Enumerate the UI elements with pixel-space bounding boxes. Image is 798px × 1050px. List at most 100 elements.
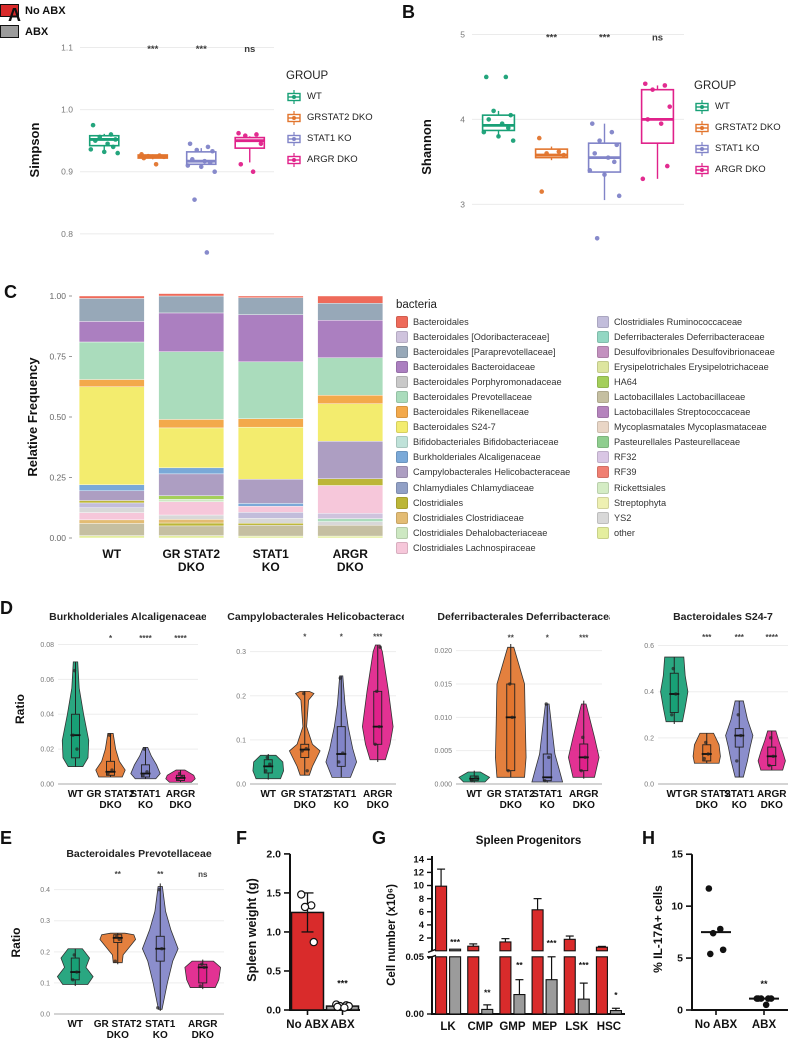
color-swatch-icon [597,451,609,464]
group-legend-item: GRSTAT2 DKO [694,117,781,138]
svg-text:WT: WT [102,547,121,561]
svg-text:0.4: 0.4 [40,887,50,894]
panel-letter-g: G [372,828,387,848]
bacteria-legend-item: Streptophyta [597,495,798,510]
svg-text:0.05: 0.05 [406,952,425,963]
group-legend-item: ARGR DKO [286,149,373,170]
bacteria-legend-label: YS2 [614,512,632,523]
bacteria-legend-label: Rickettsiales [614,482,666,493]
color-swatch-icon [396,541,408,554]
svg-text:Deferribacterales Deferribacte: Deferribacterales Deferribacteraceae [437,611,610,623]
bacteria-legend-item: Bacteroidales [396,314,597,329]
boxplot-glyph-icon [695,99,709,114]
svg-text:0.0: 0.0 [644,782,654,789]
svg-text:8: 8 [419,894,424,905]
svg-text:0.06: 0.06 [40,677,54,684]
bacteria-legend-label: other [614,527,635,538]
svg-text:***: *** [547,938,558,948]
svg-text:0.1: 0.1 [236,737,246,744]
svg-text:Simpson: Simpson [27,122,42,177]
svg-text:0.8: 0.8 [61,229,73,239]
svg-text:0.010: 0.010 [434,715,452,722]
panel-letter-b: B [402,2,415,22]
panel-letter-a: A [8,5,21,25]
svg-text:***: *** [735,633,745,642]
bacteria-legend-label: Bacteroidales Rikenellaceae [413,407,529,418]
bacteria-legend-item: Bacteroidales Rikenellaceae [396,405,597,420]
svg-text:**: ** [157,870,164,879]
svg-text:0.08: 0.08 [40,642,54,649]
svg-text:10: 10 [413,881,424,892]
bacteria-legend-label: RF39 [614,467,637,478]
svg-text:Campylobacterales Helicobacter: Campylobacterales Helicobacteraceae [227,611,404,623]
svg-text:1.0: 1.0 [61,105,73,115]
bacteria-legend-label: Chlamydiales Chlamydiaceae [413,482,535,493]
bacteria-legend-item: RF32 [597,450,798,465]
group-legend-label: ARGR DKO [307,154,358,165]
svg-text:**: ** [760,979,768,989]
group-legend-label: ARGR DKO [715,164,766,175]
svg-text:6: 6 [419,907,424,918]
svg-text:10: 10 [671,901,683,913]
svg-text:Shannon: Shannon [419,119,434,175]
svg-text:1.5: 1.5 [266,887,281,899]
svg-text:No ABX: No ABX [286,1019,329,1031]
svg-text:*: * [614,990,618,1000]
bacteria-legend-label: Lactobacillales Streptococcaceae [614,407,751,418]
panel-letter-f: F [236,828,247,848]
bacteria-legend-item: Burkholderiales Alcaligenaceae [396,450,597,465]
color-swatch-icon [597,345,609,358]
svg-text:1.1: 1.1 [61,43,73,53]
bacteria-legend-label: Bacteroidales [413,316,469,327]
bacteria-legend-item: Bacteroidales Bacteroidaceae [396,359,597,374]
group-legend-item: WT [286,86,373,107]
spleen-weight-bar-chart: 0.0 0.5 1.0 1.5 2.0 Spleen weight (g) No ABX AB… [244,836,364,1044]
svg-text:1.0: 1.0 [266,926,281,938]
boxplot-glyph-icon [695,141,709,156]
color-swatch-icon [597,391,609,404]
abx-legend-item: No ABX [0,0,798,21]
svg-text:0.3: 0.3 [40,918,50,925]
svg-text:0.00: 0.00 [40,782,54,789]
svg-text:0.2: 0.2 [644,735,654,742]
svg-text:*: * [546,634,550,643]
group-legend-item: STAT1 KO [694,138,781,159]
bacteria-legend-label: Burkholderiales Alcaligenaceae [413,452,541,463]
alcaligenaceae-violin: Burkholderiales Alcaligenaceae 0.00 0.02 0.… [13,606,207,820]
bacteria-legend-item: HA64 [597,374,798,389]
group-legend-label: WT [307,91,322,102]
bacteria-legend-item: Bacteroidales Prevotellaceae [396,389,597,404]
bacteria-legend-label: Clostridiales Ruminococcaceae [614,316,743,327]
svg-text:No ABX: No ABX [695,1019,738,1031]
color-swatch-icon [597,526,609,539]
color-swatch-icon [597,511,609,524]
bacteria-legend-item: Rickettsiales [597,480,798,495]
abx-legend-item: ABX [0,21,798,42]
color-swatch-icon [597,315,609,328]
bacteria-legend-item: Bacteroidales [Odoribacteraceae] [396,329,597,344]
bacteria-legend-label: Campylobacterales Helicobacteraceae [413,467,571,478]
bacteria-legend-title: bacteria [396,299,437,311]
svg-text:0.25: 0.25 [49,473,66,483]
bacteria-legend-label: Bacteroidales S24-7 [413,422,496,433]
svg-text:4: 4 [419,920,425,931]
color-swatch-icon [396,360,408,373]
abx-legend-label: No ABX [25,4,66,17]
boxplot-glyph-icon [695,120,709,135]
bacteria-legend-label: Streptophyta [614,497,667,508]
svg-text:GMP: GMP [499,1021,526,1033]
svg-text:0.2: 0.2 [40,949,50,956]
bacteria-legend-label: Clostridiales Clostridiaceae [413,512,524,523]
color-swatch-icon [396,421,408,434]
panel-letter-h: H [642,828,655,848]
bacteria-legend-label: Clostridiales Lachnospiraceae [413,542,536,553]
svg-text:0: 0 [677,1005,683,1017]
svg-text:Ratio: Ratio [14,694,27,724]
